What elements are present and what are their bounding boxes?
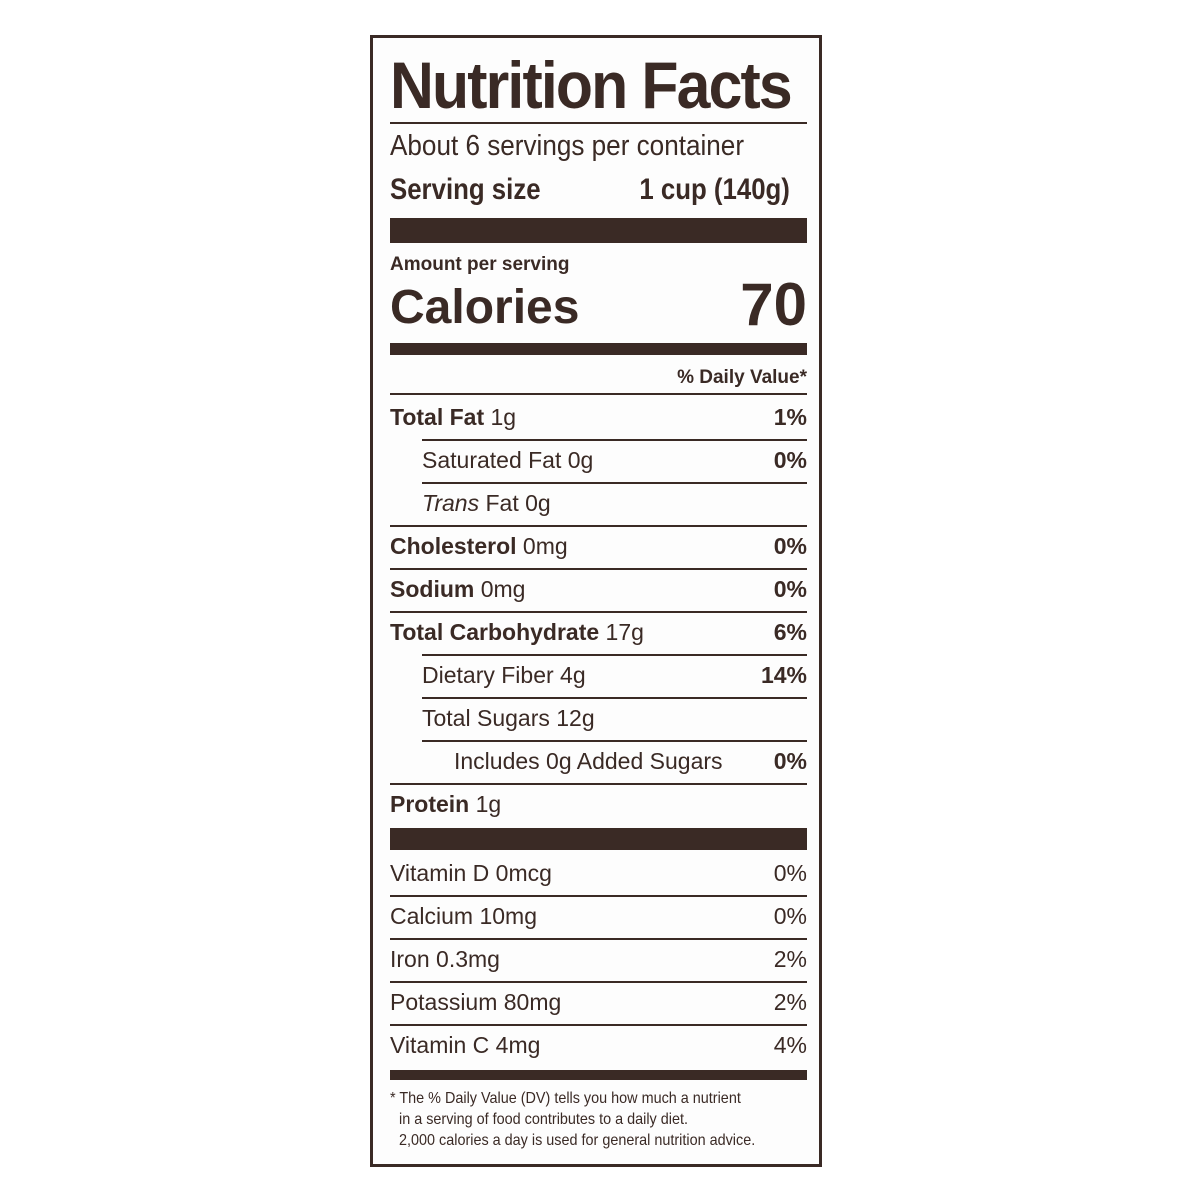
row-divider bbox=[390, 938, 807, 940]
nutrient-label: Sodium bbox=[390, 576, 475, 602]
divider bbox=[390, 393, 807, 395]
row-divider bbox=[422, 654, 807, 656]
row-divider bbox=[422, 697, 807, 699]
footnote-line: in a serving of food contributes to a da… bbox=[399, 1111, 688, 1128]
nutrient-label: Total Sugars bbox=[422, 705, 550, 731]
nutrient-amount: 0mg bbox=[522, 533, 568, 559]
thick-divider bbox=[390, 218, 807, 243]
vitamin-row: Vitamin C 4mg 4% bbox=[390, 1024, 807, 1067]
vitamin-row: Iron 0.3mg 2% bbox=[390, 938, 807, 981]
row-divider bbox=[390, 1024, 807, 1026]
daily-value-percent: 0% bbox=[773, 860, 807, 886]
vitamin-name: Vitamin C 4mg bbox=[390, 1032, 541, 1058]
nutrient-label: Total Carbohydrate bbox=[390, 619, 600, 645]
medium-divider bbox=[390, 343, 807, 355]
nutrient-amount: 17g bbox=[605, 619, 644, 645]
footnote: * The % Daily Value (DV) tells you how m… bbox=[390, 1088, 755, 1151]
nutrient-amount: 0mg bbox=[480, 576, 526, 602]
nutrient-row: Trans Fat 0g bbox=[390, 482, 807, 525]
nutrient-label: Cholesterol bbox=[390, 533, 517, 559]
nutrient-name: Dietary Fiber 4g bbox=[422, 654, 586, 697]
daily-value-percent: 14% bbox=[760, 662, 807, 688]
nutrient-row: Cholesterol 0mg 0% bbox=[390, 525, 807, 568]
serving-size: Serving size 1 cup (140g) bbox=[390, 173, 790, 207]
row-divider bbox=[422, 482, 807, 484]
daily-value-percent: 0% bbox=[773, 576, 807, 602]
row-divider bbox=[390, 981, 807, 983]
daily-value-percent: 4% bbox=[773, 1032, 807, 1058]
medium-divider bbox=[390, 1070, 807, 1080]
nutrient-amount: 1g bbox=[475, 791, 502, 817]
nutrient-name: Protein 1g bbox=[390, 783, 501, 826]
calories-label: Calories bbox=[390, 281, 580, 334]
vitamin-row: Vitamin D 0mcg 0% bbox=[390, 852, 807, 895]
nutrient-name: Total Fat 1g bbox=[390, 396, 516, 439]
nutrient-name: Saturated Fat 0g bbox=[422, 439, 593, 482]
nutrient-name: Sodium 0mg bbox=[390, 568, 525, 611]
nutrient-amount: 12g bbox=[556, 705, 595, 731]
nutrient-row: Protein 1g bbox=[390, 783, 807, 826]
nutrient-label: Trans bbox=[422, 490, 480, 516]
daily-value-percent: 0% bbox=[773, 533, 807, 559]
row-divider bbox=[390, 895, 807, 897]
nutrient-label: Total Fat bbox=[390, 404, 485, 430]
nutrient-amount: 4g bbox=[560, 662, 586, 688]
nutrient-amount: Fat 0g bbox=[485, 490, 551, 516]
daily-value-percent: 6% bbox=[773, 619, 807, 645]
daily-value-header: % Daily Value* bbox=[677, 367, 807, 388]
nutrition-facts-label: Nutrition Facts About 6 servings per con… bbox=[370, 35, 822, 1167]
vitamin-row: Calcium 10mg 0% bbox=[390, 895, 807, 938]
nutrient-name: Total Sugars 12g bbox=[422, 697, 595, 740]
nutrient-row: Dietary Fiber 4g 14% bbox=[390, 654, 807, 697]
daily-value-percent: 0% bbox=[773, 748, 807, 774]
calories-value: 70 bbox=[740, 271, 807, 338]
nutrient-name: Cholesterol 0mg bbox=[390, 525, 568, 568]
nutrient-row: Sodium 0mg 0% bbox=[390, 568, 807, 611]
footnote-line: 2,000 calories a day is used for general… bbox=[399, 1132, 756, 1149]
vitamin-name: Iron 0.3mg bbox=[390, 946, 500, 972]
vitamin-row: Potassium 80mg 2% bbox=[390, 981, 807, 1024]
amount-per-serving: Amount per serving bbox=[390, 254, 570, 275]
nutrient-label: Protein bbox=[390, 791, 470, 817]
nutrient-row: Total Fat 1g 1% bbox=[390, 396, 807, 439]
daily-value-percent: 0% bbox=[773, 447, 807, 473]
row-divider bbox=[390, 783, 807, 785]
nutrient-row: Includes 0g Added Sugars 0% bbox=[390, 740, 807, 783]
row-divider bbox=[390, 611, 807, 613]
nutrient-row: Total Carbohydrate 17g 6% bbox=[390, 611, 807, 654]
nutrient-amount: 1g bbox=[490, 404, 517, 430]
servings-per-container: About 6 servings per container bbox=[390, 130, 745, 162]
row-divider bbox=[390, 568, 807, 570]
nutrient-name: Trans Fat 0g bbox=[422, 482, 551, 525]
row-divider bbox=[390, 525, 807, 527]
vitamin-name: Calcium 10mg bbox=[390, 903, 537, 929]
nutrient-amount: 0g bbox=[567, 447, 594, 473]
serving-size-value: 1 cup (140g) bbox=[639, 173, 790, 206]
row-divider bbox=[422, 740, 807, 742]
daily-value-percent: 1% bbox=[773, 404, 807, 430]
row-divider bbox=[422, 439, 807, 441]
daily-value-percent: 2% bbox=[773, 946, 807, 972]
footnote-line: * The % Daily Value (DV) tells you how m… bbox=[390, 1090, 741, 1107]
nutrient-label: Saturated Fat bbox=[422, 447, 562, 473]
daily-value-percent: 2% bbox=[773, 989, 807, 1015]
nutrient-name: Total Carbohydrate 17g bbox=[390, 611, 644, 654]
nutrient-name: Includes 0g Added Sugars bbox=[454, 740, 723, 783]
thick-divider bbox=[390, 828, 807, 850]
label-title: Nutrition Facts bbox=[390, 48, 793, 122]
nutrient-row: Total Sugars 12g bbox=[390, 697, 807, 740]
serving-size-label: Serving size bbox=[390, 173, 541, 206]
vitamin-name: Potassium 80mg bbox=[390, 989, 562, 1015]
divider bbox=[390, 122, 807, 124]
nutrient-row: Saturated Fat 0g 0% bbox=[390, 439, 807, 482]
nutrient-label: Dietary Fiber bbox=[422, 662, 554, 688]
nutrient-label: Includes 0g Added Sugars bbox=[454, 748, 723, 774]
vitamin-name: Vitamin D 0mcg bbox=[390, 860, 552, 886]
daily-value-percent: 0% bbox=[773, 903, 807, 929]
